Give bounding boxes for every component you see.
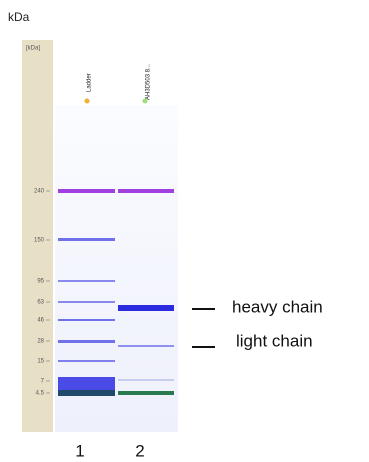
- marker-label: 150: [34, 238, 45, 244]
- annotation: light chain: [236, 331, 313, 350]
- band: [118, 189, 174, 193]
- axis-title: [kDa]: [26, 46, 40, 52]
- band: [58, 319, 115, 321]
- marker-label: 46: [37, 318, 44, 324]
- annotation: heavy chain: [232, 297, 323, 316]
- lane-label: Ladder: [87, 73, 93, 92]
- lane-number: 1: [75, 441, 84, 460]
- marker-strip: [22, 40, 53, 432]
- lane-dot: [143, 99, 148, 104]
- band: [58, 189, 115, 193]
- band: [58, 360, 115, 362]
- band: [118, 305, 174, 311]
- band: [58, 301, 115, 303]
- band: [58, 340, 115, 343]
- band: [58, 390, 115, 396]
- marker-label: 4.5: [36, 391, 45, 397]
- gel-figure: kDa [kDa] 240150956346281574.5 Ladder AH…: [0, 0, 369, 462]
- lane-dot: [85, 99, 90, 104]
- lane-number: 2: [135, 441, 144, 460]
- marker-label: 15: [37, 359, 44, 365]
- band: [118, 345, 174, 347]
- band: [58, 280, 115, 282]
- band: [118, 379, 174, 381]
- marker-label: 63: [37, 300, 44, 306]
- marker-label: 95: [37, 279, 44, 285]
- band: [58, 377, 115, 390]
- marker-label: 28: [37, 339, 44, 345]
- unit-label: kDa: [8, 10, 30, 24]
- lane-label: AH3D503 8...: [146, 64, 152, 100]
- marker-label: 240: [34, 189, 45, 195]
- band: [58, 238, 115, 241]
- band: [118, 391, 174, 395]
